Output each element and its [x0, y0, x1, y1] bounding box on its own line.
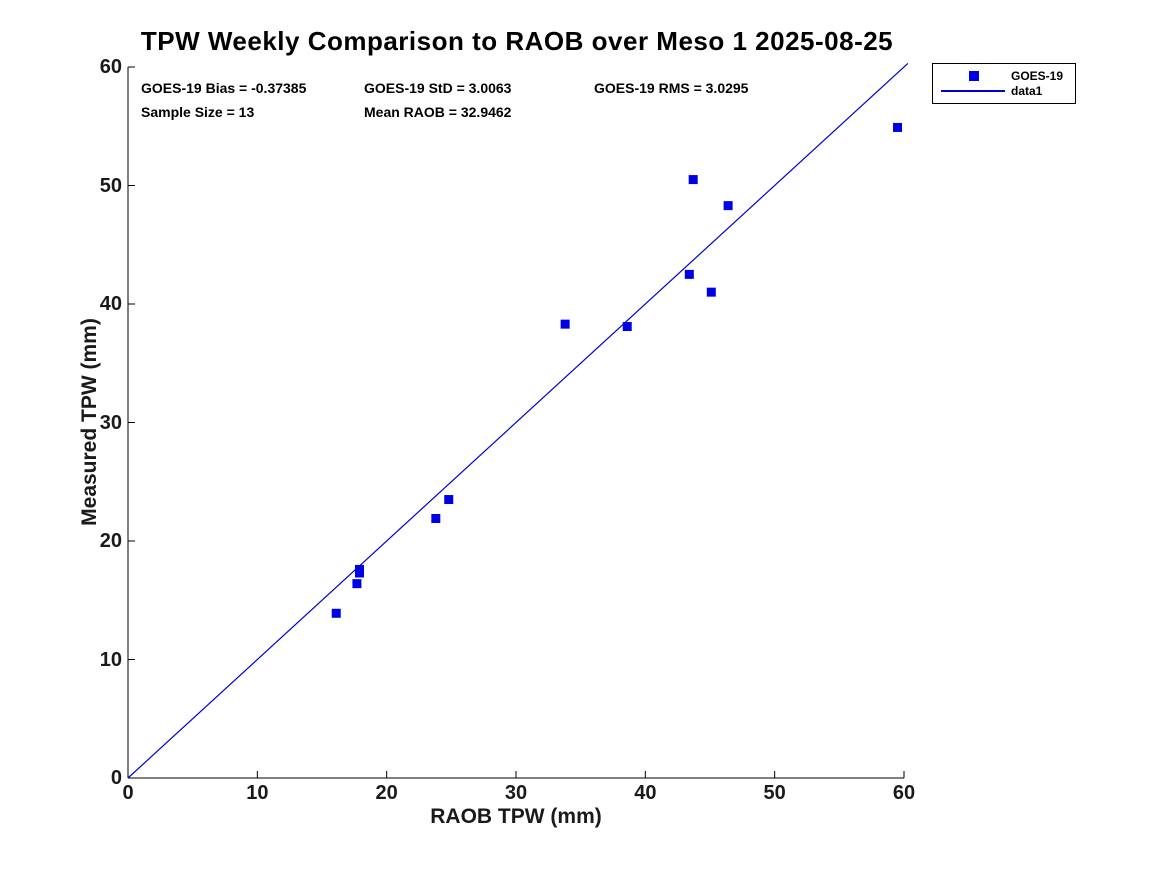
legend-box: GOES-19 data1	[932, 63, 1076, 104]
scatter-point	[688, 175, 698, 185]
x-tick-label: 0	[122, 782, 134, 804]
y-tick-label: 40	[99, 293, 122, 315]
y-tick-label: 30	[99, 411, 122, 434]
y-tick-label: 60	[99, 56, 122, 78]
scatter-point	[431, 513, 441, 523]
y-tick-label: 20	[99, 530, 122, 552]
stat-rms: GOES-19 RMS = 3.0295	[594, 80, 749, 96]
legend-marker-swatch-icon	[969, 71, 979, 81]
x-tick-label: 10	[246, 782, 269, 804]
scatter-point	[560, 319, 570, 329]
scatter-point	[622, 322, 632, 332]
stat-std: GOES-19 StD = 3.0063	[364, 80, 512, 96]
x-tick-label: 50	[763, 782, 786, 804]
scatter-point	[352, 579, 362, 589]
stat-bias: GOES-19 Bias = -0.37385	[141, 80, 307, 96]
x-tick-label: 40	[634, 782, 657, 804]
x-tick-label: 60	[892, 782, 916, 804]
legend-line-label: data1	[1011, 84, 1043, 98]
x-tick-label: 30	[504, 782, 528, 804]
scatter-point	[706, 287, 716, 297]
y-tick-label: 0	[110, 767, 122, 789]
stat-mean-raob: Mean RAOB = 32.9462	[364, 104, 512, 120]
scatter-point	[355, 564, 365, 574]
y-tick-label: 10	[99, 648, 122, 671]
scatter-point	[331, 608, 341, 618]
x-tick-label: 20	[375, 782, 398, 804]
legend-line-swatch-icon	[941, 90, 1005, 92]
stat-sample-size: Sample Size = 13	[141, 104, 255, 120]
scatter-point	[893, 122, 903, 132]
scatter-point	[684, 269, 694, 279]
scatter-point	[723, 201, 733, 211]
scatter-point	[444, 495, 454, 505]
legend-marker-label: GOES-19	[1011, 69, 1064, 83]
y-tick-label: 50	[99, 174, 122, 197]
chart-title: TPW Weekly Comparison to RAOB over Meso …	[140, 26, 894, 56]
identity-line	[127, 63, 909, 779]
x-axis-label: RAOB TPW (mm)	[430, 805, 602, 828]
